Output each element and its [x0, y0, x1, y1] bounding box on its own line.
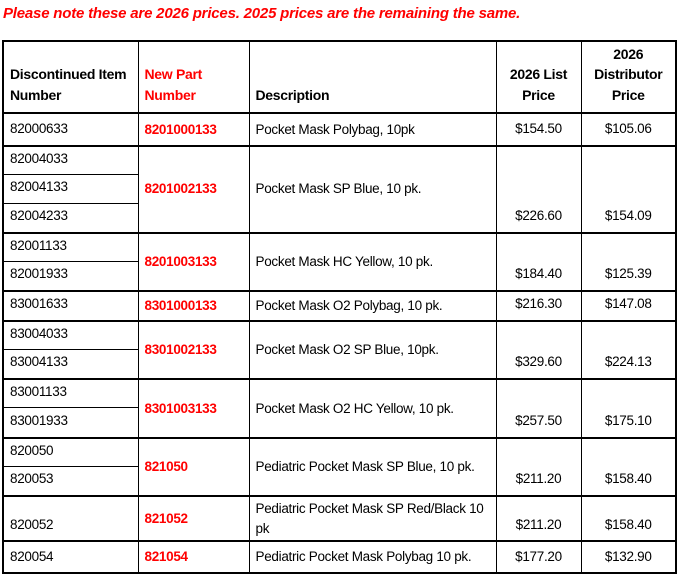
col-header-discontinued-item-number: Discontinued Item Number: [2, 40, 139, 114]
table-row: 83004033 8301002133 Pocket Mask O2 SP Blue…: [2, 319, 677, 380]
discontinued-item-number-cell: 83001633: [2, 289, 139, 322]
discontinued-item-number-cell: 83004033: [2, 319, 139, 351]
discontinued-item-number-cell: 820053: [2, 466, 139, 497]
pricing-table-body: 82000633 8201000133 Pocket Mask Polybag, 1…: [2, 111, 677, 574]
description-cell: Pediatric Pocket Mask SP Blue, 10 pk.: [248, 436, 497, 497]
discontinued-item-number-cell: 82001933: [2, 261, 139, 292]
table-row: 83001933: [2, 407, 676, 439]
new-part-number-cell: 8201003133: [137, 231, 250, 292]
discontinued-item-number-cell: 83001933: [2, 407, 139, 439]
table-row: 82000633 8201000133 Pocket Mask Polybag, 1…: [2, 111, 677, 147]
table-row: 820053: [2, 466, 676, 497]
distributor-price-cell: $158.40: [580, 495, 677, 542]
new-part-number-cell: 8201000133: [137, 111, 250, 147]
description-cell: Pediatric Pocket Mask Polybag 10 pk.: [248, 540, 497, 574]
list-price-cell: $177.20: [495, 540, 582, 574]
new-part-number-cell: 821050: [137, 436, 250, 497]
table-row: 83001633 8301000133 Pocket Mask O2 Polybag…: [2, 289, 677, 322]
col-header-new-part-number: New Part Number: [137, 40, 250, 114]
table-row: 82001133 8201003133 Pocket Mask HC Yellow,…: [2, 231, 677, 292]
header-row: Discontinued Item Number New Part Number…: [2, 40, 677, 114]
new-part-number-cell: 8301002133: [137, 319, 250, 380]
new-part-number-cell: 821054: [137, 540, 250, 574]
distributor-price-cell: $147.08: [580, 289, 677, 322]
col-header-2026-distributor-price: 2026 Distributor Price: [580, 40, 677, 114]
discontinued-item-number-cell: 82001133: [2, 231, 139, 263]
list-price-cell: $216.30: [495, 289, 582, 322]
table-row: 83001133 8301003133 Pocket Mask O2 HC Yell…: [2, 377, 677, 439]
discontinued-item-number-cell: 83001133: [2, 377, 139, 409]
description-cell: Pediatric Pocket Mask SP Red/Black 10 pk: [248, 495, 497, 542]
discontinued-item-number-cell: 82004133: [2, 174, 139, 205]
new-part-number-cell: 821052: [137, 495, 250, 542]
list-price-cell: $211.20: [495, 495, 582, 542]
col-header-2026-list-price: 2026 List Price: [495, 40, 582, 114]
col-header-description: Description: [248, 40, 497, 114]
list-price-cell: $226.60: [495, 144, 582, 234]
price-note: Please note these are 2026 prices. 2025 …: [3, 5, 521, 22]
distributor-price-cell: $105.06: [580, 111, 677, 147]
table-row: 820052 821052 Pediatric Pocket Mask SP Red…: [2, 495, 677, 542]
list-price-cell: $184.40: [495, 231, 582, 292]
distributor-price-cell: $132.90: [580, 540, 677, 574]
description-cell: Pocket Mask SP Blue, 10 pk.: [248, 144, 497, 234]
discontinued-item-number-cell: 820054: [2, 540, 139, 574]
table-row: 82004133: [2, 174, 676, 205]
distributor-price-cell: $154.09: [580, 144, 677, 234]
list-price-cell: $211.20: [495, 436, 582, 497]
table-row: 820050 821050 Pediatric Pocket Mask SP Blu…: [2, 436, 677, 497]
discontinued-item-number-cell: 820050: [2, 436, 139, 468]
table-row: 83004133: [2, 349, 676, 380]
distributor-price-cell: $175.10: [580, 377, 677, 439]
table-row: 82004233: [2, 203, 676, 234]
discontinued-item-number-cell: 820052: [2, 495, 139, 542]
table-row: 820054 821054 Pediatric Pocket Mask Polyba…: [2, 540, 677, 574]
description-cell: Pocket Mask O2 Polybag, 10 pk.: [248, 289, 497, 322]
description-cell: Pocket Mask O2 HC Yellow, 10 pk.: [248, 377, 497, 439]
description-cell: Pocket Mask Polybag, 10pk: [248, 111, 497, 147]
pricing-table: Discontinued Item Number New Part Number…: [2, 40, 677, 574]
discontinued-item-number-cell: 83004133: [2, 349, 139, 380]
new-part-number-cell: 8201002133: [137, 144, 250, 234]
description-cell: Pocket Mask O2 SP Blue, 10pk.: [248, 319, 497, 380]
distributor-price-cell: $224.13: [580, 319, 677, 380]
new-part-number-cell: 8301000133: [137, 289, 250, 322]
discontinued-item-number-cell: 82000633: [2, 111, 139, 147]
list-price-cell: $257.50: [495, 377, 582, 439]
new-part-number-cell: 8301003133: [137, 377, 250, 439]
description-cell: Pocket Mask HC Yellow, 10 pk.: [248, 231, 497, 292]
list-price-cell: $329.60: [495, 319, 582, 380]
list-price-cell: $154.50: [495, 111, 582, 147]
table-row: 82004033 8201002133 Pocket Mask SP Blue, 1…: [2, 144, 677, 234]
distributor-price-cell: $125.39: [580, 231, 677, 292]
distributor-price-cell: $158.40: [580, 436, 677, 497]
discontinued-item-number-cell: 82004233: [2, 203, 139, 234]
discontinued-item-number-cell: 82004033: [2, 144, 139, 176]
